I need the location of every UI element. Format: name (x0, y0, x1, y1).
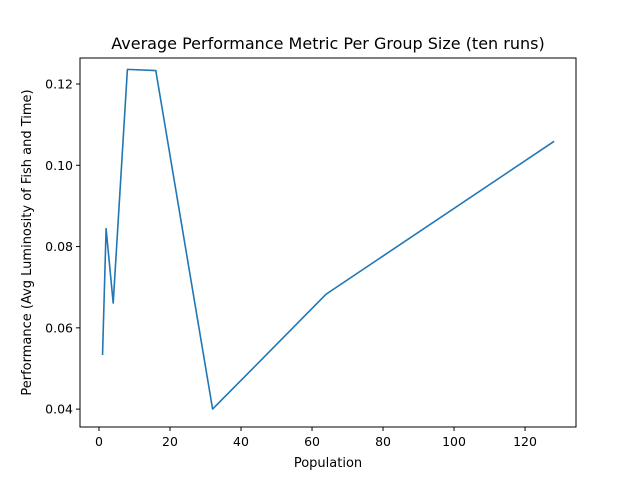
y-tick-label: 0.12 (45, 77, 73, 92)
x-tick-label: 100 (442, 434, 466, 449)
chart-title: Average Performance Metric Per Group Siz… (111, 34, 544, 53)
y-axis-label: Performance (Avg Luminosity of Fish and … (20, 89, 35, 395)
series-line (101, 68, 555, 410)
x-tick-label: 120 (513, 434, 537, 449)
y-axis: 0.04 0.06 0.08 0.10 0.12 (45, 77, 80, 417)
x-tick-label: 80 (375, 434, 391, 449)
x-tick-label: 20 (162, 434, 178, 449)
y-tick-label: 0.04 (45, 402, 73, 417)
plot-frame (79, 57, 577, 428)
x-axis-label: Population (294, 456, 362, 471)
plot-area (101, 68, 555, 410)
y-tick-label: 0.06 (45, 320, 73, 335)
x-tick-label: 0 (95, 434, 103, 449)
x-tick-label: 60 (304, 434, 320, 449)
x-tick-label: 40 (233, 434, 249, 449)
y-tick-label: 0.08 (45, 239, 73, 254)
x-axis: 0 20 40 60 80 100 120 (95, 427, 537, 449)
y-tick-label: 0.10 (45, 158, 73, 173)
